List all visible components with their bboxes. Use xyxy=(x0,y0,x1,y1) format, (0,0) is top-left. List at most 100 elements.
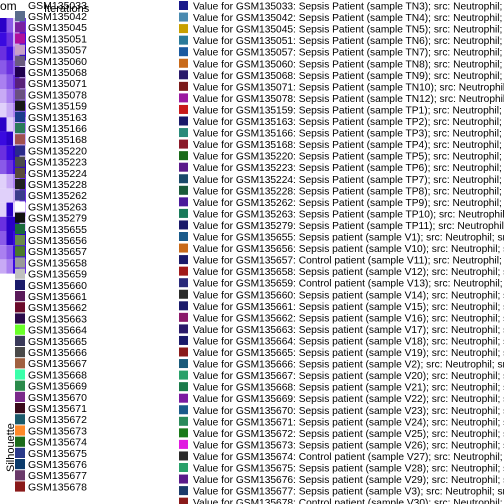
sample-label: GSM135042 xyxy=(28,11,87,23)
sample-color-swatch xyxy=(15,179,25,190)
heatmap-cell xyxy=(0,145,7,160)
sample-label: GSM135664 xyxy=(28,325,87,337)
sample-label: GSM135671 xyxy=(28,403,87,415)
sample-color-swatch xyxy=(15,291,25,302)
legend-label: Value for GSM135668: Sepsis patient (sam… xyxy=(193,383,504,394)
legend-swatch xyxy=(179,35,188,45)
legend-swatch xyxy=(179,24,188,34)
heatmap-cell xyxy=(6,202,13,217)
heatmap-cell xyxy=(6,89,13,104)
sample-label: GSM135659 xyxy=(28,269,87,281)
sample-color-swatch xyxy=(15,246,25,257)
sample-color-swatch xyxy=(15,22,25,33)
sample-label: GSM135163 xyxy=(28,112,87,124)
legend-label: Value for GSM135660: Sepsis patient (sam… xyxy=(193,290,504,301)
legend-label: Value for GSM135657: Control patient (sa… xyxy=(193,256,504,267)
heatmap-cell xyxy=(0,245,7,260)
sample-color-swatch xyxy=(15,447,25,458)
sample-label: GSM135168 xyxy=(28,134,87,146)
legend-label: Value for GSM135051: Sepsis Patient (sam… xyxy=(193,36,504,47)
sample-label: GSM135071 xyxy=(28,78,87,90)
heatmap-cell xyxy=(13,160,20,175)
sample-color-swatch xyxy=(15,470,25,481)
legend-label: Value for GSM135060: Sepsis Patient (sam… xyxy=(193,59,504,70)
legend-label: Value for GSM135656: Sepsis patient (sam… xyxy=(193,244,504,255)
legend-swatch xyxy=(179,208,188,218)
heatmap-cell xyxy=(6,174,13,189)
heatmap-cell xyxy=(19,160,26,175)
sample-color-swatch xyxy=(15,380,25,391)
sample-labels: GSM135042GSM135045GSM135051GSM135057GSM1… xyxy=(28,11,87,493)
sample-color-swatch xyxy=(15,167,25,178)
legend-label: Value for GSM135220: Sepsis Patient (sam… xyxy=(193,152,504,163)
legend-swatch xyxy=(179,439,188,449)
legend-label: Value for GSM135662: Sepsis patient (sam… xyxy=(193,313,504,324)
heatmap-cell xyxy=(6,74,13,89)
legend-label: Value for GSM135078: Sepsis Patient (sam… xyxy=(193,94,504,105)
sample-color-swatch xyxy=(15,347,25,358)
sample-label: GSM135663 xyxy=(28,313,87,325)
sample-color-swatch xyxy=(15,134,25,145)
sample-label: GSM135658 xyxy=(28,257,87,269)
legend-label: Value for GSM135661: Sepsis patient (sam… xyxy=(193,302,504,313)
sample-color-swatch xyxy=(15,391,25,402)
sample-label: GSM135660 xyxy=(28,280,87,292)
legend-swatch xyxy=(179,197,188,207)
sample-color-swatch xyxy=(15,123,25,134)
sample-label: GSM135673 xyxy=(28,425,87,437)
heatmap-cell xyxy=(0,174,7,189)
sample-color-swatch xyxy=(15,268,25,279)
legend-label: Value for GSM135658: Sepsis patient (sam… xyxy=(193,267,504,278)
heatmap-cell xyxy=(0,160,7,175)
legend-label: Value for GSM135667: Sepsis patient (sam… xyxy=(193,371,504,382)
header-fragment: Iterations xyxy=(44,3,90,15)
legend-label: Value for GSM135669: Sepsis patient (sam… xyxy=(193,394,504,405)
legend-swatch xyxy=(179,463,188,472)
heatmap-cell xyxy=(6,245,13,260)
sample-label: GSM135670 xyxy=(28,392,87,404)
sample-label: GSM135666 xyxy=(28,347,87,359)
heatmap-cell xyxy=(0,74,7,89)
legend-swatch xyxy=(179,1,188,10)
legend-label: Value for GSM135279: Sepsis Patient (sam… xyxy=(193,221,504,232)
sample-label: GSM135223 xyxy=(28,157,87,169)
sample-label: GSM135051 xyxy=(28,33,87,45)
sample-label: GSM135262 xyxy=(28,190,87,202)
sample-label: GSM135678 xyxy=(28,481,87,493)
heatmap-cell xyxy=(6,103,13,118)
legend-label: Value for GSM135672: Sepsis patient (sam… xyxy=(193,429,504,440)
legend-label: Value for GSM135224: Sepsis Patient (sam… xyxy=(193,175,504,186)
legend-label: Value for GSM135673: Sepsis patient (sam… xyxy=(193,440,504,451)
legend-swatch xyxy=(179,47,188,57)
heatmap-cell xyxy=(0,259,7,274)
sample-label: GSM135656 xyxy=(28,235,87,247)
legend-swatch xyxy=(179,428,188,438)
sample-label: GSM135665 xyxy=(28,336,87,348)
legend-swatch xyxy=(179,243,188,253)
heatmap-cell xyxy=(6,231,13,246)
sample-color-swatch xyxy=(15,44,25,55)
legend-label: Value for GSM135659: Control patient (sa… xyxy=(193,279,504,290)
legend-label: Value for GSM135163: Sepsis Patient (sam… xyxy=(193,117,504,128)
legend-swatch xyxy=(179,266,188,276)
legend-label: Value for GSM135159: Sepsis Patient (sam… xyxy=(193,105,504,116)
sample-label: GSM135159 xyxy=(28,101,87,113)
sample-color-swatch xyxy=(15,313,25,324)
legend-label: Value for GSM135665: Sepsis patient (sam… xyxy=(193,348,504,359)
sample-color-swatch xyxy=(15,201,25,212)
sample-label: GSM135078 xyxy=(28,89,87,101)
sample-label: GSM135662 xyxy=(28,302,87,314)
sample-label: GSM135045 xyxy=(28,22,87,34)
legend-swatch xyxy=(179,497,188,504)
legend-label: Value for GSM135168: Sepsis Patient (sam… xyxy=(193,140,504,151)
legend-label: Value for GSM135042: Sepsis Patient (sam… xyxy=(193,13,504,24)
sample-color-swatch xyxy=(15,459,25,470)
sample-label: GSM135228 xyxy=(28,179,87,191)
legend-label: Value for GSM135664: Sepsis patient (sam… xyxy=(193,336,504,347)
sample-color-swatch xyxy=(15,436,25,447)
heatmap-cell xyxy=(0,18,7,33)
sample-color-swatch xyxy=(15,425,25,436)
legend-swatch xyxy=(179,416,188,426)
heatmap-cell xyxy=(0,216,7,231)
